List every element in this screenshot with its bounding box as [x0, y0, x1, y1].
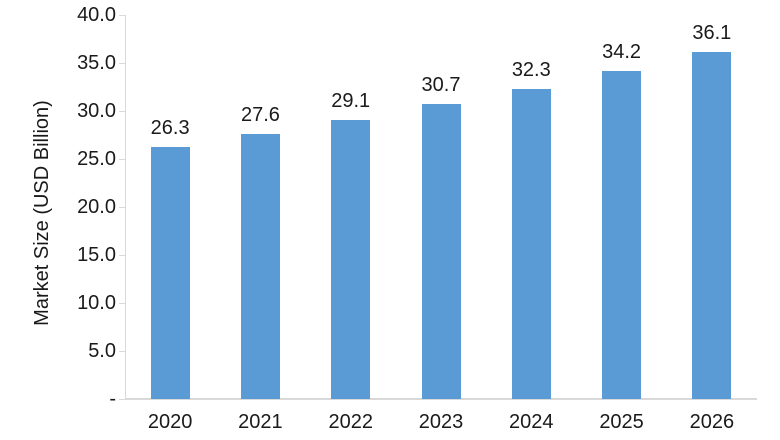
y-tick-label-0: - [109, 388, 116, 410]
y-tick-label-30: 30.0 [77, 100, 116, 122]
x-axis-label-2026: 2026 [689, 411, 735, 433]
y-tick-label-10: 10.0 [77, 292, 116, 314]
bar-2020 [150, 146, 190, 399]
x-axis-label-2024: 2024 [509, 411, 554, 433]
y-axis-line [125, 15, 126, 400]
value-label-2026: 36.1 [692, 22, 732, 45]
x-axis-label-2021: 2021 [238, 411, 283, 433]
y-tick-mark [119, 159, 125, 160]
bar-2026 [692, 52, 732, 399]
y-tick-mark [119, 111, 125, 112]
value-label-2020: 26.3 [150, 116, 190, 139]
plot-area: 26.3 27.6 29.1 30.7 32.3 34.2 36.1 [125, 15, 757, 399]
bar-2024 [511, 88, 551, 399]
x-axis-label-2023: 2023 [418, 411, 464, 433]
bar-2025 [602, 70, 642, 399]
value-label-2025: 34.2 [602, 40, 642, 63]
y-tick-label-35: 35.0 [77, 52, 116, 74]
y-tick-label-25: 25.0 [77, 148, 116, 170]
y-tick-mark [119, 255, 125, 256]
y-tick-mark [119, 207, 125, 208]
value-label-2024: 32.3 [511, 58, 551, 81]
y-tick-label-20: 20.0 [77, 196, 116, 218]
y-tick-label-5: 5.0 [88, 340, 116, 362]
y-tick-label-15: 15.0 [77, 244, 116, 266]
x-axis-line [125, 398, 757, 400]
value-label-2022: 29.1 [331, 89, 371, 112]
x-axis-label-2022: 2022 [328, 411, 373, 433]
y-tick-mark [119, 303, 125, 304]
bar-2023 [421, 104, 461, 399]
bar-2022 [331, 119, 371, 399]
y-tick-mark [119, 399, 125, 400]
x-axis-label-2020: 2020 [147, 411, 193, 433]
value-label-2021: 27.6 [240, 104, 280, 127]
y-tick-label-40: 40.0 [77, 4, 116, 26]
value-label-2023: 30.7 [421, 74, 461, 97]
y-tick-mark [119, 351, 125, 352]
y-tick-mark [119, 15, 125, 16]
bar-2021 [240, 134, 280, 399]
y-tick-mark [119, 63, 125, 64]
x-axis-label-2025: 2025 [599, 411, 644, 433]
